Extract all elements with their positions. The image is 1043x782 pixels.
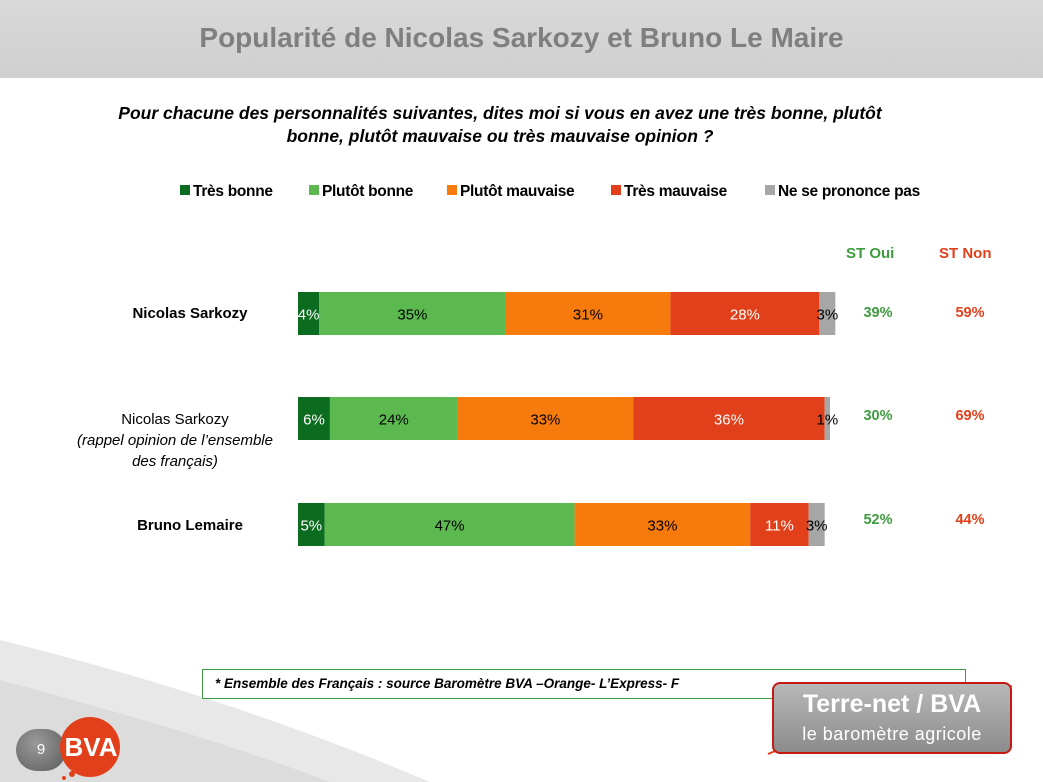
data-label-plutot-bonne: 35% — [397, 307, 427, 324]
row-label-sarkozy-rappel-sub: (rappel opinion de l’ensemble des frança… — [77, 432, 273, 470]
data-label-nspp: 3% — [816, 307, 838, 324]
data-label-tres-bonne: 4% — [298, 307, 320, 324]
bva-logo: BVA — [60, 717, 120, 780]
data-label-tres-bonne: 6% — [303, 412, 325, 429]
row-label-lemaire-text: Bruno Lemaire — [137, 517, 243, 534]
bar-segment-plutot-bonne — [329, 397, 458, 440]
survey-question: Pour chacune des personnalités suivantes… — [118, 103, 882, 146]
row-label-sarkozy-rappel-text: Nicolas Sarkozy — [121, 411, 229, 428]
legend-label-tres-bonne: Très bonne — [193, 183, 273, 200]
terre-net-title: Terre-net / BVA — [802, 690, 982, 718]
footnote-text: * Ensemble des Français : source Baromèt… — [215, 676, 680, 691]
legend-label-plutot-bonne: Plutôt bonne — [322, 183, 414, 200]
legend-label-nspp: Ne se prononce pas — [778, 183, 920, 200]
bar-segment-nspp — [824, 397, 830, 440]
page-title: Popularité de Nicolas Sarkozy et Bruno L… — [199, 22, 844, 53]
bva-logo-text: BVA — [65, 732, 118, 762]
bar-segment-plutot-mauvaise — [574, 503, 751, 546]
data-label-tres-bonne: 5% — [300, 518, 322, 535]
bar-segment-tres-mauvaise — [633, 397, 825, 440]
legend-item-tres-mauvaise: Très mauvaise — [611, 183, 727, 201]
row-label-sarkozy: Nicolas Sarkozy — [110, 303, 270, 324]
row-label-sarkozy-text: Nicolas Sarkozy — [132, 305, 248, 322]
data-label-tres-mauvaise: 11% — [765, 518, 794, 535]
data-label-nspp: 1% — [816, 412, 838, 429]
terre-net-badge: Terre-net / BVA le baromètre agricole — [772, 682, 1012, 754]
data-label-tres-mauvaise: 36% — [714, 412, 744, 429]
legend-swatch-tres-bonne — [180, 185, 190, 195]
st-non-value: 59% — [955, 305, 985, 321]
data-label-plutot-mauvaise: 33% — [530, 412, 560, 429]
bar-segment-plutot-bonne — [324, 503, 575, 546]
st-non-value: 69% — [955, 408, 985, 424]
st-oui-value: 39% — [863, 305, 893, 321]
legend-swatch-nspp — [765, 185, 775, 195]
bar-segment-tres-bonne — [298, 397, 330, 440]
bar-segment-tres-bonne — [298, 503, 325, 546]
col-head-st-non: ST Non — [939, 245, 992, 262]
terre-net-bva-logo: Terre-net / BVA le baromètre agricole — [766, 678, 1020, 758]
title-band: Popularité de Nicolas Sarkozy et Bruno L… — [0, 0, 1043, 78]
bar-segment-plutot-mauvaise — [505, 292, 671, 335]
bar-segment-nspp — [819, 292, 836, 335]
data-label-plutot-mauvaise: 33% — [647, 518, 677, 535]
legend-swatch-plutot-mauvaise — [447, 185, 457, 195]
page-number-badge: 9 — [16, 729, 66, 771]
row-label-sarkozy-rappel: Nicolas Sarkozy (rappel opinion de l’ens… — [70, 409, 280, 472]
st-oui-value: 52% — [863, 512, 893, 528]
data-label-plutot-bonne: 24% — [379, 412, 409, 429]
legend-label-plutot-mauvaise: Plutôt mauvaise — [460, 183, 575, 200]
legend-item-plutot-mauvaise: Plutôt mauvaise — [447, 183, 575, 201]
bar-segment-plutot-mauvaise — [457, 397, 634, 440]
data-label-tres-mauvaise: 28% — [730, 307, 760, 324]
bar-segment-plutot-bonne — [319, 292, 506, 335]
bar-segment-nspp — [808, 503, 825, 546]
legend-item-plutot-bonne: Plutôt bonne — [309, 183, 413, 201]
data-label-plutot-bonne: 47% — [435, 518, 465, 535]
st-oui-value: 30% — [863, 408, 893, 424]
legend-label-tres-mauvaise: Très mauvaise — [624, 183, 727, 200]
st-non-value: 44% — [955, 512, 985, 528]
legend-swatch-tres-mauvaise — [611, 185, 621, 195]
data-label-plutot-mauvaise: 31% — [573, 307, 603, 324]
legend-item-nspp: Ne se prononce pas — [765, 183, 920, 201]
bar-segment-tres-mauvaise — [670, 292, 820, 335]
terre-net-subtitle: le baromètre agricole — [802, 724, 982, 744]
legend-swatch-plutot-bonne — [309, 185, 319, 195]
bar-segment-tres-bonne — [298, 292, 320, 335]
data-label-nspp: 3% — [806, 518, 828, 535]
legend-item-tres-bonne: Très bonne — [180, 183, 273, 201]
bar-segment-tres-mauvaise — [750, 503, 809, 546]
row-label-lemaire: Bruno Lemaire — [110, 515, 270, 536]
col-head-st-oui: ST Oui — [846, 245, 895, 262]
page-number: 9 — [36, 741, 46, 758]
